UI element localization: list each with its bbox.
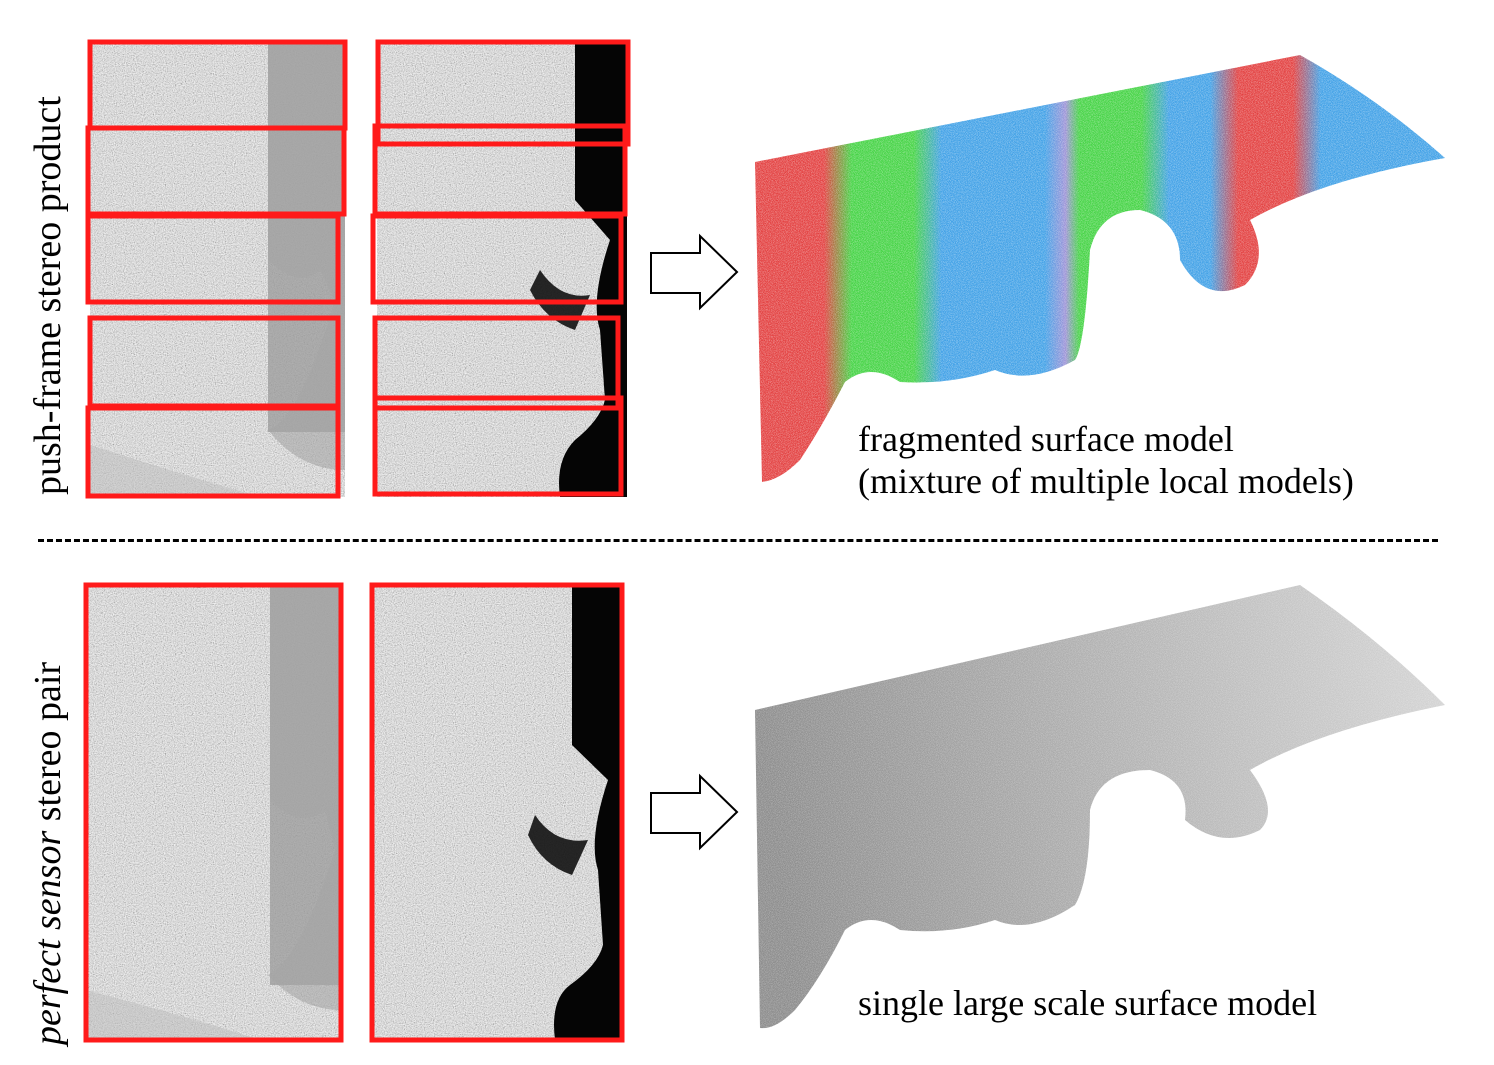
top-arrow-icon bbox=[650, 233, 739, 311]
bottom-arrow-icon bbox=[650, 773, 739, 851]
fragmented-surface-model bbox=[755, 55, 1445, 482]
row-divider bbox=[38, 539, 1438, 542]
top-right-satellite-image bbox=[370, 39, 631, 497]
single-surface-model bbox=[755, 585, 1445, 1029]
bottom-right-satellite-image bbox=[369, 582, 625, 1043]
bottom-caption: single large scale surface model bbox=[858, 983, 1318, 1023]
top-caption-line1: fragmented surface model bbox=[858, 419, 1234, 459]
bottom-left-satellite-image bbox=[83, 582, 344, 1043]
top-caption: fragmented surface model (mixture of mul… bbox=[858, 418, 1354, 502]
top-caption-line2: (mixture of multiple local models) bbox=[858, 461, 1354, 501]
top-left-satellite-image bbox=[85, 39, 348, 499]
